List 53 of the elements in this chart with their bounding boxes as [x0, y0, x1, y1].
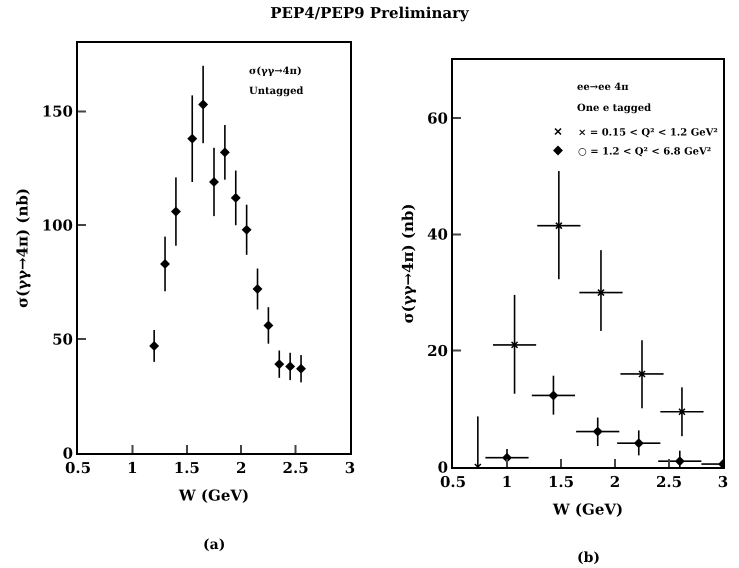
y-tick-label: 40: [427, 226, 448, 244]
point: [675, 456, 684, 466]
y-tick-label: 20: [427, 342, 448, 360]
point: [510, 341, 518, 349]
point: [502, 453, 512, 462]
point: [555, 222, 563, 230]
point: [678, 408, 686, 416]
y-axis-title: σ(γγ→4π) (nb): [398, 204, 417, 324]
text: (a): [203, 537, 226, 553]
annotation: One e tagged: [577, 103, 652, 114]
y-axis-title: σ(γγ→4π) (nb): [13, 188, 32, 308]
x-tick-label: 1: [127, 459, 138, 477]
point: [209, 177, 219, 187]
point: [264, 320, 274, 330]
text: (b): [577, 550, 600, 566]
point: [274, 360, 284, 369]
point: [634, 438, 644, 448]
y-tick-label: 150: [42, 102, 73, 121]
x-tick-label: 1: [502, 473, 512, 491]
point: [150, 341, 159, 351]
y-tick-label: 50: [52, 330, 73, 348]
point: [188, 134, 197, 144]
point: [548, 390, 558, 400]
point: [242, 225, 252, 234]
point: [597, 288, 605, 296]
annotation: ee→ee 4π: [577, 82, 629, 93]
point: [296, 364, 306, 374]
annotation: Untagged: [249, 86, 304, 97]
y-tick-label: 100: [42, 216, 73, 234]
x-axis-title: W (GeV): [552, 500, 624, 518]
point: [638, 370, 646, 378]
point: [220, 148, 230, 157]
x-tick-label: 2: [610, 473, 620, 491]
point: [171, 206, 181, 216]
point: [286, 362, 295, 372]
x-tick-label: 2: [236, 459, 246, 477]
legend-label: × = 0.15 < Q² < 1.2 GeV²: [578, 127, 718, 138]
x-tick-label: 3: [718, 473, 728, 491]
point: [593, 426, 602, 436]
x-tick-label: 2.5: [656, 473, 682, 491]
point: [198, 100, 208, 110]
chart-title: PEP4/PEP9 Preliminary: [269, 4, 470, 22]
point: [231, 193, 240, 203]
x-tick-label: 1.5: [548, 473, 574, 491]
annotation: σ(γγ→4π): [249, 66, 302, 77]
y-tick-label: 60: [427, 109, 448, 128]
x-tick-label: 2.5: [282, 459, 309, 477]
x-axis-title: W (GeV): [178, 486, 250, 504]
x-tick-label: 1.5: [174, 459, 200, 477]
point: [160, 259, 170, 269]
legend-label: ○ = 1.2 < Q² < 6.8 GeV²: [578, 146, 712, 158]
x-tick-label: 3: [344, 459, 356, 477]
point: [252, 284, 262, 294]
